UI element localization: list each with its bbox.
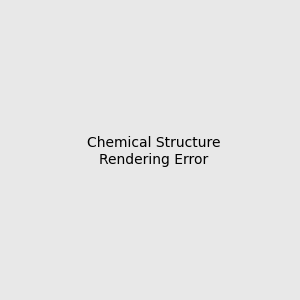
Text: Chemical Structure
Rendering Error: Chemical Structure Rendering Error <box>87 136 220 166</box>
